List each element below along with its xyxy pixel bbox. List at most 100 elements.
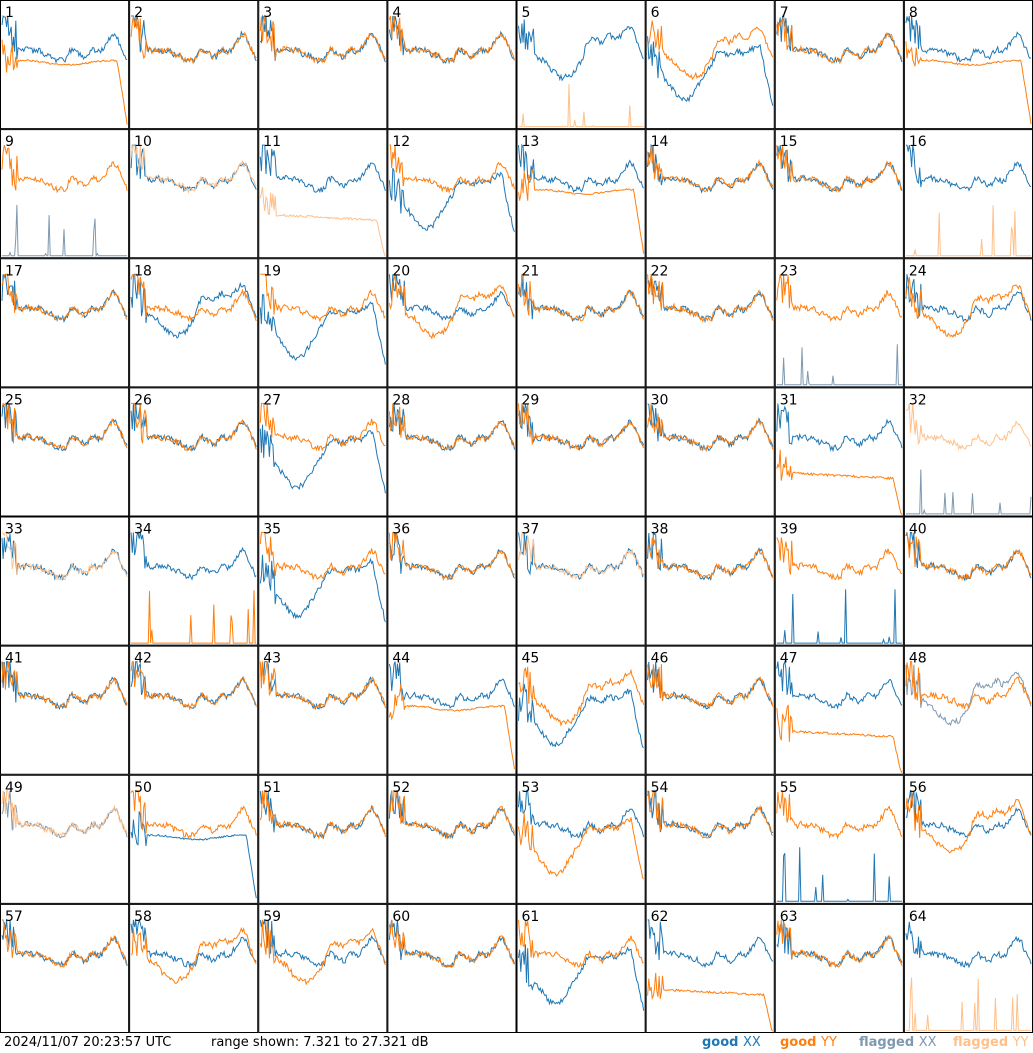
tile-frame (903, 774, 1033, 904)
series-xx-line (1, 15, 128, 64)
tile-19: 19 (258, 258, 388, 388)
tile-50: 50 (129, 774, 259, 904)
series-xx-line (2, 204, 128, 258)
tile-30: 30 (645, 387, 775, 517)
tile-64: 64 (903, 903, 1033, 1033)
tile-label: 24 (909, 263, 927, 279)
tile-frame (645, 258, 775, 388)
tile-44: 44 (387, 645, 517, 775)
tile-frame (0, 645, 130, 775)
tile-frame (129, 129, 259, 259)
tile-22: 22 (645, 258, 775, 388)
tile-52: 52 (387, 774, 517, 904)
tile-60: 60 (387, 903, 517, 1033)
tile-frame (129, 258, 259, 388)
tile-label: 38 (651, 522, 669, 538)
tile-frame (387, 774, 517, 904)
series-yy-line (518, 919, 644, 968)
series-yy-line (518, 403, 645, 451)
tile-label: 44 (392, 651, 410, 667)
legend-flagged-xx: flagged XX (859, 1035, 937, 1050)
series-xx-line (130, 273, 257, 339)
tile-3: 3 (258, 0, 388, 130)
series-yy-line (1, 661, 128, 709)
tile-58: 58 (129, 903, 259, 1033)
tile-55: 55 (774, 774, 904, 904)
series-xx-line (259, 554, 386, 623)
tile-frame (516, 645, 646, 775)
series-yy-line (647, 537, 774, 580)
legend-good-xx-pol: XX (743, 1035, 761, 1050)
tile-label: 46 (651, 651, 669, 667)
tile-32: 32 (903, 387, 1033, 517)
series-xx-line (518, 944, 645, 1011)
tile-label: 5 (522, 5, 531, 21)
tile-frame (0, 258, 130, 388)
tile-frame (0, 903, 130, 1033)
series-xx-line (130, 811, 257, 899)
tile-5: 5 (516, 0, 646, 130)
tile-23: 23 (774, 258, 904, 388)
tile-63: 63 (774, 903, 904, 1033)
series-xx-line (776, 659, 903, 710)
series-yy-line (776, 274, 903, 322)
series-yy-line (647, 403, 774, 453)
tile-frame (258, 387, 388, 517)
series-xx-line (259, 424, 386, 494)
series-xx-line (388, 167, 515, 232)
tile-label: 2 (134, 5, 143, 21)
tile-17: 17 (0, 258, 130, 388)
tile-label: 19 (263, 263, 281, 279)
tile-frame (645, 0, 775, 130)
tile-31: 31 (774, 387, 904, 517)
tile-label: 11 (263, 134, 281, 150)
tile-frame (774, 387, 904, 517)
series-xx-line (647, 919, 774, 969)
legend-good-yy-label: good (780, 1035, 817, 1050)
tile-33: 33 (0, 516, 130, 646)
tile-label: 10 (134, 134, 152, 150)
tile-frame (645, 645, 775, 775)
series-xx-line (776, 403, 903, 453)
tile-53: 53 (516, 774, 646, 904)
tile-frame (258, 129, 388, 259)
tile-62: 62 (645, 903, 775, 1033)
tile-frame (258, 903, 388, 1033)
series-yy-line (905, 532, 1032, 582)
series-xx-line (388, 661, 515, 709)
tile-label: 61 (522, 909, 540, 925)
tile-16: 16 (903, 129, 1033, 259)
tile-42: 42 (129, 645, 259, 775)
series-xx-line (905, 274, 1032, 323)
series-xx-line (259, 144, 386, 194)
series-yy-line (389, 144, 515, 194)
series-yy-line (388, 403, 515, 451)
tile-frame (516, 774, 646, 904)
tile-frame (387, 129, 517, 259)
tile-51: 51 (258, 774, 388, 904)
tile-27: 27 (258, 387, 388, 517)
tile-7: 7 (774, 0, 904, 130)
tile-frame (903, 387, 1033, 517)
tile-frame (516, 258, 646, 388)
tile-frame (645, 387, 775, 517)
series-xx-line (518, 143, 644, 193)
tile-label: 13 (522, 134, 540, 150)
tile-frame (645, 129, 775, 259)
tile-frame (258, 645, 388, 775)
legend-good-xx-label: good (702, 1035, 739, 1050)
tile-1: 1 (0, 0, 130, 130)
series-yy-line (2, 919, 128, 968)
tile-frame (129, 0, 259, 130)
tile-label: 36 (392, 522, 410, 538)
tile-label: 7 (780, 5, 789, 21)
series-xx-line (776, 344, 902, 386)
tile-9: 9 (0, 129, 130, 259)
tile-43: 43 (258, 645, 388, 775)
tile-frame (387, 903, 517, 1033)
tile-2: 2 (129, 0, 259, 130)
series-yy-line (388, 15, 515, 64)
series-yy-line (905, 661, 1032, 710)
series-yy-line (130, 660, 257, 711)
tile-frame (903, 645, 1033, 775)
